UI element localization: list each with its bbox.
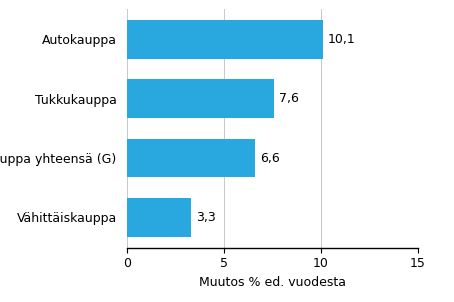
Bar xyxy=(127,139,255,177)
Text: 3,3: 3,3 xyxy=(196,211,216,224)
Text: 7,6: 7,6 xyxy=(279,92,299,105)
Text: 6,6: 6,6 xyxy=(260,152,280,165)
Bar xyxy=(127,198,191,237)
Bar xyxy=(127,79,274,118)
X-axis label: Muutos % ed. vuodesta: Muutos % ed. vuodesta xyxy=(199,276,346,289)
Text: 10,1: 10,1 xyxy=(328,33,355,46)
Bar xyxy=(127,20,323,59)
